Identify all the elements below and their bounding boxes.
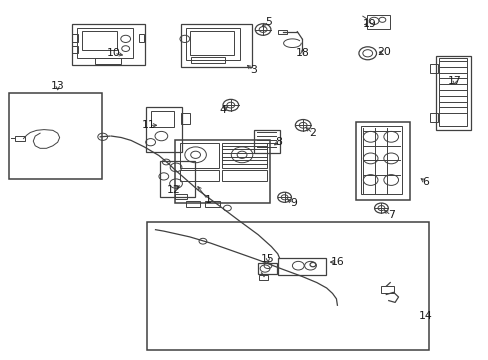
Text: 11: 11 xyxy=(142,120,156,130)
Bar xyxy=(277,30,286,34)
Text: 3: 3 xyxy=(249,65,256,75)
Text: 14: 14 xyxy=(418,311,431,321)
Bar xyxy=(77,28,133,58)
Bar xyxy=(181,24,251,67)
Text: 7: 7 xyxy=(387,210,394,220)
Text: 5: 5 xyxy=(265,17,272,27)
Bar xyxy=(254,130,279,153)
Bar xyxy=(435,56,470,130)
Bar xyxy=(9,93,102,179)
Bar xyxy=(180,170,219,181)
Bar xyxy=(189,31,233,55)
Bar xyxy=(72,34,78,42)
Bar xyxy=(181,113,189,124)
Bar xyxy=(360,126,402,194)
Bar xyxy=(258,263,276,274)
Text: 13: 13 xyxy=(51,81,64,91)
Text: 9: 9 xyxy=(289,198,296,208)
Text: 2: 2 xyxy=(309,128,316,138)
Text: 19: 19 xyxy=(362,19,375,30)
Text: 8: 8 xyxy=(275,137,282,147)
Bar xyxy=(429,113,437,122)
Bar xyxy=(82,31,117,50)
Bar xyxy=(72,46,78,53)
Bar xyxy=(222,170,266,181)
Bar xyxy=(190,57,224,63)
Bar xyxy=(150,111,174,127)
Bar xyxy=(180,143,219,168)
Bar xyxy=(145,107,182,152)
Bar xyxy=(222,143,266,168)
Text: 4: 4 xyxy=(219,105,225,115)
Text: 10: 10 xyxy=(107,48,121,58)
Bar xyxy=(429,64,437,73)
Bar xyxy=(438,58,467,126)
Bar xyxy=(175,194,187,199)
Text: 1: 1 xyxy=(204,195,211,205)
Bar xyxy=(146,222,428,350)
Bar xyxy=(72,24,144,65)
Text: 6: 6 xyxy=(421,177,428,187)
Bar xyxy=(205,201,220,207)
Bar xyxy=(381,286,393,293)
Bar xyxy=(366,15,389,29)
Text: 18: 18 xyxy=(295,48,308,58)
Bar xyxy=(139,34,144,42)
Bar xyxy=(355,122,409,200)
Bar xyxy=(15,136,25,141)
Text: 12: 12 xyxy=(166,185,180,195)
Bar xyxy=(185,201,200,207)
Text: 16: 16 xyxy=(330,257,344,267)
Bar xyxy=(160,161,194,197)
Bar xyxy=(95,58,121,64)
Text: 17: 17 xyxy=(447,76,461,86)
Bar xyxy=(185,28,239,60)
Text: 15: 15 xyxy=(261,254,274,264)
Bar xyxy=(259,275,267,280)
Bar xyxy=(277,258,325,275)
Text: 20: 20 xyxy=(376,47,390,57)
Bar xyxy=(175,140,270,203)
